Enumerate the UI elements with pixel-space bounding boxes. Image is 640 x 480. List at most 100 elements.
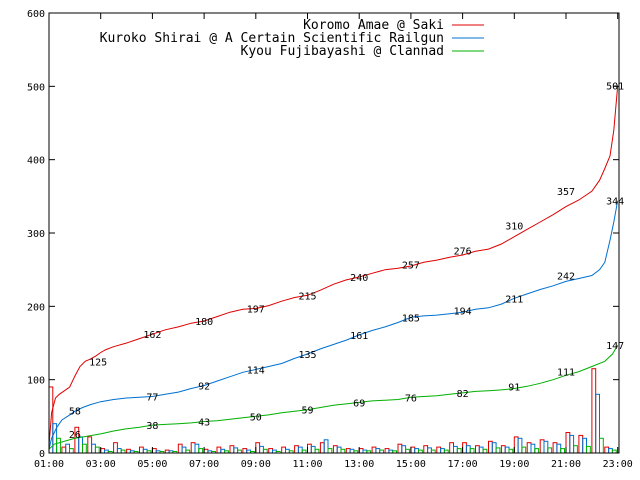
- bar-blue: [517, 437, 523, 454]
- data-label: 111: [557, 368, 575, 379]
- y-tick-label: 300: [27, 229, 45, 240]
- bar-blue: [504, 446, 510, 454]
- bar-blue: [543, 440, 549, 454]
- y-tick-label: 100: [27, 376, 45, 387]
- data-label: 26: [69, 430, 81, 441]
- x-tick-label: 05:00: [137, 459, 167, 470]
- bar-blue: [349, 448, 355, 454]
- data-label: 92: [198, 382, 210, 393]
- bar-red: [397, 443, 403, 454]
- data-label: 69: [353, 398, 365, 409]
- bar-red: [294, 445, 299, 454]
- series-line-green: [48, 344, 619, 450]
- bar-red: [475, 445, 480, 454]
- bar-red: [87, 436, 93, 454]
- data-label: 215: [298, 291, 316, 302]
- bar-red: [449, 442, 455, 454]
- bar-green: [262, 448, 268, 454]
- data-label: 242: [557, 272, 575, 283]
- bar-blue: [401, 445, 407, 454]
- x-tick-label: 17:00: [448, 459, 478, 470]
- data-label: 162: [143, 330, 161, 341]
- data-label: 240: [350, 273, 368, 284]
- x-tick-label: 21:00: [551, 459, 581, 470]
- bar-red: [255, 442, 261, 454]
- bar-red: [591, 368, 597, 454]
- y-tick-label: 0: [39, 449, 45, 460]
- bar-green: [198, 448, 204, 454]
- bar-red: [177, 443, 183, 454]
- bar-blue: [65, 443, 70, 454]
- x-tick-label: 19:00: [499, 459, 529, 470]
- bar-blue: [453, 445, 458, 454]
- bar-blue: [595, 393, 601, 454]
- bar-red: [281, 446, 287, 454]
- bar-green: [94, 446, 100, 454]
- bar-red: [190, 442, 196, 454]
- bar-green: [599, 437, 604, 454]
- data-label: 43: [198, 417, 210, 428]
- bar-red: [242, 448, 248, 454]
- bar-red: [539, 439, 545, 454]
- y-tick-label: 400: [27, 156, 45, 167]
- bar-blue: [582, 437, 588, 454]
- bar-red: [307, 443, 312, 454]
- bar-red: [229, 445, 235, 454]
- bar-red: [500, 445, 506, 454]
- data-label: 211: [505, 294, 523, 305]
- data-label: 58: [69, 406, 81, 417]
- bar-blue: [414, 448, 420, 454]
- series-line-blue: [48, 200, 619, 450]
- y-tick-label: 200: [27, 302, 45, 313]
- x-axis: 01:00 03:00 05:00 07:00 09:00 11:00 13:00 15:00…: [34, 13, 633, 470]
- bar-green: [82, 443, 87, 454]
- bar-green: [521, 446, 527, 454]
- data-label: 310: [505, 222, 523, 233]
- bar-red: [139, 446, 144, 454]
- legend-label: Kyou Fujibayashi @ Clannad: [241, 44, 445, 59]
- bar-red: [423, 445, 429, 454]
- bar-red: [100, 448, 105, 454]
- legend-label: Kuroko Shirai @ A Certain Scientific Rai…: [100, 31, 444, 46]
- bar-green: [495, 447, 501, 454]
- bar-red: [332, 445, 338, 454]
- bar-red: [216, 446, 222, 454]
- bar-blue: [91, 443, 96, 454]
- data-label: 50: [250, 412, 262, 423]
- data-label: 501: [606, 82, 624, 93]
- bar-blue: [116, 448, 122, 454]
- bar-blue: [336, 446, 342, 454]
- bar-blue: [285, 448, 290, 454]
- data-label: 161: [350, 331, 368, 342]
- bar-blue: [310, 445, 316, 454]
- bar-red: [462, 442, 467, 454]
- bar-red: [268, 448, 274, 454]
- bar-blue: [478, 446, 484, 454]
- bar-green: [469, 448, 475, 454]
- data-label: 185: [402, 313, 420, 324]
- bar-blue: [556, 443, 562, 454]
- bar-green: [586, 445, 591, 454]
- bar-blue: [569, 434, 575, 454]
- y-tick-label: 600: [27, 9, 45, 20]
- bar-blue: [465, 445, 471, 454]
- cumulative-lines: [48, 85, 619, 450]
- bar-blue: [220, 448, 226, 454]
- bar-blue: [233, 447, 239, 454]
- bar-green: [56, 437, 61, 454]
- bar-red: [151, 448, 157, 454]
- x-tick-label: 01:00: [34, 459, 64, 470]
- data-label: 147: [606, 341, 624, 352]
- bar-green: [405, 448, 410, 454]
- bar-red: [345, 448, 351, 454]
- bar-red: [61, 446, 67, 454]
- bar-red: [203, 448, 209, 454]
- bar-red: [358, 448, 364, 454]
- bar-red: [436, 446, 442, 454]
- data-label: 125: [89, 357, 107, 368]
- data-label: 276: [454, 247, 472, 258]
- bar-red: [384, 448, 390, 454]
- bar-green: [573, 445, 578, 454]
- plot-frame: [48, 12, 620, 454]
